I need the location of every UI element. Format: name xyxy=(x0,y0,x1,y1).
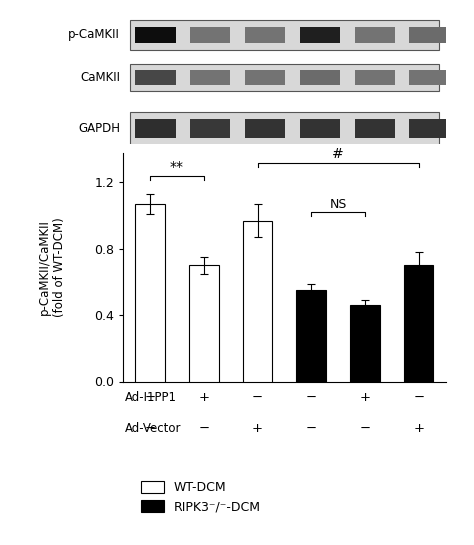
Text: −: − xyxy=(359,422,371,435)
Text: Ad-Vector: Ad-Vector xyxy=(125,422,182,435)
Text: GAPDH: GAPDH xyxy=(78,122,120,135)
Bar xyxy=(243,221,272,382)
Bar xyxy=(136,204,165,382)
Bar xyxy=(300,70,340,85)
Bar xyxy=(297,290,326,382)
Bar xyxy=(190,27,230,43)
Text: −: − xyxy=(198,422,210,435)
Text: +: + xyxy=(252,422,263,435)
Bar xyxy=(245,119,285,137)
Bar xyxy=(190,70,230,85)
Text: +: + xyxy=(198,391,210,404)
Text: −: − xyxy=(145,422,155,435)
Bar xyxy=(409,27,449,43)
Text: NS: NS xyxy=(329,198,347,211)
Bar xyxy=(300,119,340,137)
Bar xyxy=(130,64,439,91)
Bar xyxy=(355,70,395,85)
Bar xyxy=(409,119,449,137)
Bar xyxy=(404,265,433,382)
Bar xyxy=(130,20,439,50)
Bar xyxy=(130,112,439,145)
Text: −: − xyxy=(413,391,424,404)
Bar xyxy=(136,27,175,43)
Bar xyxy=(245,27,285,43)
Bar xyxy=(189,265,219,382)
Text: p-CaMKII: p-CaMKII xyxy=(68,28,120,41)
Bar xyxy=(350,305,380,382)
Text: **: ** xyxy=(170,160,184,174)
Text: #: # xyxy=(332,147,344,161)
Bar xyxy=(245,70,285,85)
Bar xyxy=(409,70,449,85)
Bar xyxy=(300,27,340,43)
Text: p-CaMKII/CaMKII
(fold of WT-DCM): p-CaMKII/CaMKII (fold of WT-DCM) xyxy=(38,217,66,317)
Bar xyxy=(190,119,230,137)
Bar xyxy=(355,119,395,137)
Legend: WT-DCM, RIPK3⁻/⁻-DCM: WT-DCM, RIPK3⁻/⁻-DCM xyxy=(141,481,261,514)
Text: −: − xyxy=(306,422,317,435)
Text: +: + xyxy=(413,422,424,435)
Text: Ad-I1PP1: Ad-I1PP1 xyxy=(125,391,177,404)
Text: −: − xyxy=(145,391,155,404)
Bar xyxy=(136,119,175,137)
Bar xyxy=(136,70,175,85)
Text: −: − xyxy=(252,391,263,404)
Text: +: + xyxy=(359,391,371,404)
Text: CaMKII: CaMKII xyxy=(80,71,120,84)
Text: −: − xyxy=(306,391,317,404)
Bar xyxy=(355,27,395,43)
